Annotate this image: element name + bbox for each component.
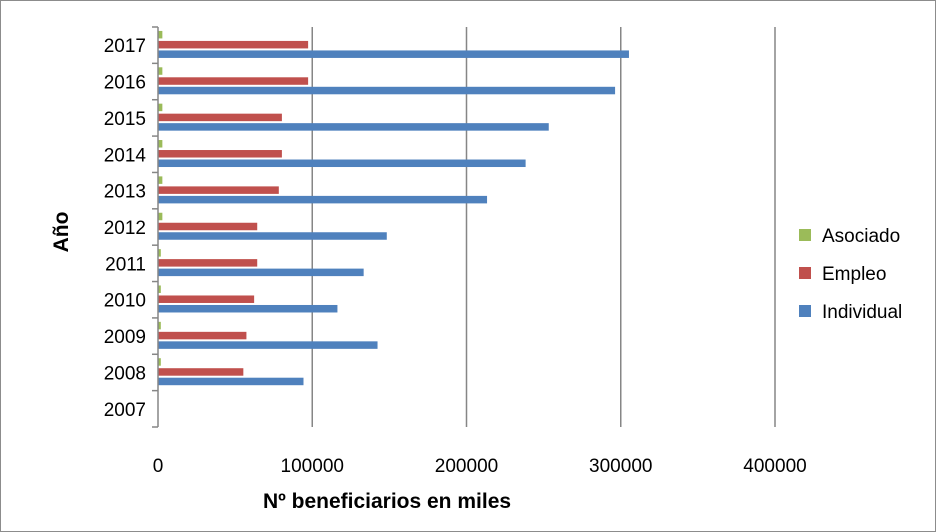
bar-asociado-2014: [158, 140, 163, 148]
y-tick-label-2009: 2009: [104, 327, 146, 348]
bar-asociado-2015: [158, 103, 163, 112]
bar-individual-2011: [158, 268, 364, 277]
bar-individual-2015: [158, 123, 549, 131]
bar-individual-2009: [158, 341, 378, 349]
y-tick-label-2012: 2012: [104, 218, 146, 239]
bar-empleo-2016: [158, 77, 309, 85]
legend-swatch-asociado: [799, 229, 811, 241]
bar-asociado-2010: [158, 285, 161, 293]
y-axis-title: Año: [50, 212, 73, 253]
axes: [152, 26, 159, 428]
bar-asociado-2013: [158, 176, 163, 184]
bar-individual-2014: [158, 159, 526, 168]
legend-swatch-individual: [799, 305, 811, 317]
bar-individual-2010: [158, 304, 338, 313]
bar-empleo-2011: [158, 259, 258, 267]
legend-label-asociado: Asociado: [822, 226, 900, 247]
bar-individual-2017: [158, 50, 629, 58]
x-tick-labels: 0 100000 200000 300000 400000: [153, 456, 807, 477]
y-tick-label-2015: 2015: [104, 109, 146, 130]
bar-asociado-2012: [158, 212, 163, 221]
bar-asociado-2008: [158, 358, 161, 366]
y-tick-label-2011: 2011: [105, 254, 146, 275]
x-tick-label-300000: 300000: [589, 456, 652, 477]
bar-individual-2016: [158, 86, 616, 95]
legend: Asociado Empleo Individual: [799, 226, 902, 323]
bar-empleo-2014: [158, 150, 282, 158]
y-tick-label-2010: 2010: [104, 291, 146, 312]
x-tick-label-200000: 200000: [435, 456, 498, 477]
bar-empleo-2013: [158, 186, 279, 194]
bar-individual-2013: [158, 195, 488, 204]
bar-asociado-2016: [158, 67, 163, 75]
y-tick-label-2008: 2008: [104, 363, 146, 384]
bar-empleo-2015: [158, 113, 282, 122]
bar-empleo-2012: [158, 222, 258, 231]
bar-empleo-2008: [158, 368, 244, 376]
bar-individual-2012: [158, 232, 387, 240]
bar-individual-2008: [158, 377, 304, 386]
legend-swatch-empleo: [799, 267, 811, 279]
y-tick-label-2013: 2013: [104, 182, 146, 203]
bar-empleo-2009: [158, 331, 247, 340]
y-tick-labels: 2007 2008 2009 2010 2011 2012 2013 2014 2015 2016…: [104, 36, 147, 421]
x-tick-label-100000: 100000: [281, 456, 344, 477]
y-tick-label-2016: 2016: [104, 73, 146, 94]
y-tick-label-2014: 2014: [104, 145, 147, 166]
bars: [158, 30, 629, 386]
x-tick-label-0: 0: [153, 456, 164, 477]
y-tick-label-2007: 2007: [104, 400, 146, 421]
bar-asociado-2009: [158, 321, 161, 330]
legend-label-individual: Individual: [822, 302, 902, 323]
y-tick-label-2017: 2017: [104, 36, 146, 57]
legend-label-empleo: Empleo: [822, 264, 886, 285]
bar-asociado-2017: [158, 30, 163, 39]
x-axis-title: Nº beneficiarios en miles: [263, 490, 511, 513]
bar-asociado-2011: [158, 249, 161, 257]
x-tick-label-400000: 400000: [743, 456, 806, 477]
bar-empleo-2017: [158, 40, 309, 49]
bar-empleo-2010: [158, 295, 255, 303]
